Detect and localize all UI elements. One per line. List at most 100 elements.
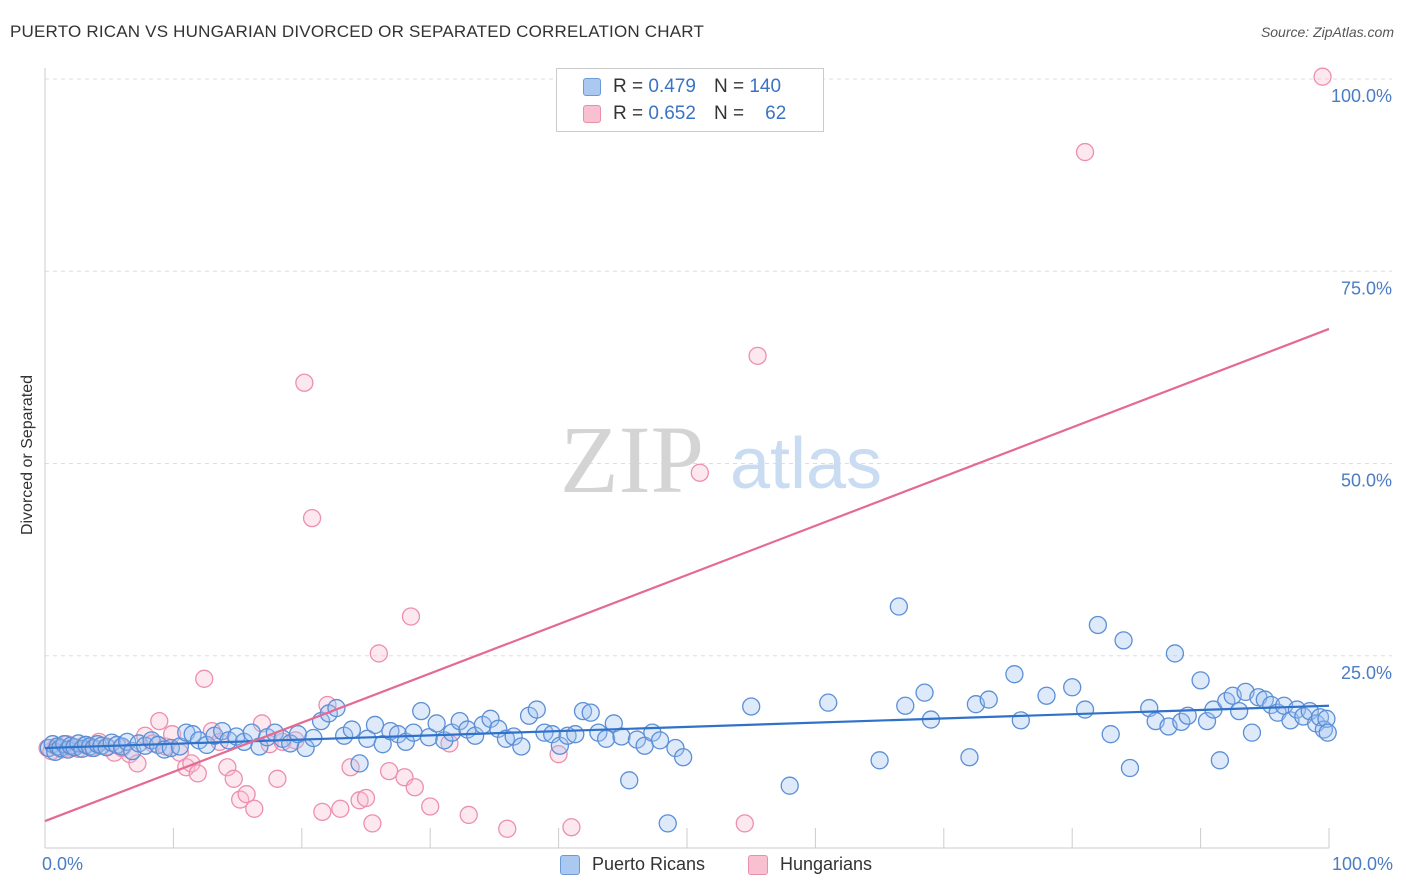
data-point [237, 785, 256, 804]
data-point [224, 769, 243, 788]
data-point [1229, 701, 1249, 721]
data-point [742, 697, 761, 716]
chart-title: PUERTO RICAN VS HUNGARIAN DIVORCED OR SE… [10, 22, 705, 41]
data-point [1165, 644, 1185, 663]
legend-r-value: 0.479 [648, 76, 696, 97]
trend-lines [44, 327, 1330, 823]
data-point [419, 728, 439, 747]
data-point [673, 748, 693, 767]
legend-n-value: 140 [749, 76, 782, 97]
data-point [427, 714, 446, 733]
data-point [295, 373, 314, 392]
data-point [889, 597, 909, 616]
data-point [245, 799, 264, 818]
data-point [1197, 711, 1217, 731]
legend-n-value: 62 [765, 103, 787, 124]
data-point [459, 805, 478, 825]
legend-item-puerto-ricans[interactable]: Puerto Ricans [560, 854, 705, 875]
data-point [421, 797, 440, 816]
data-point [550, 736, 570, 755]
data-point [581, 703, 600, 722]
data-point [498, 819, 517, 838]
data-point [1088, 615, 1108, 635]
data-point [213, 721, 232, 741]
data-point [388, 725, 408, 744]
data-point [365, 715, 385, 735]
data-point [1120, 758, 1140, 778]
data-point [562, 818, 581, 837]
legend-r-value: 0.652 [648, 103, 696, 124]
series-legend: Puerto Ricans Hungarians [0, 852, 1406, 878]
data-point [512, 737, 531, 756]
data-point [915, 683, 934, 702]
data-point [1114, 631, 1133, 650]
data-point [327, 698, 346, 718]
y-tick-label: 50.0% [1341, 471, 1392, 491]
data-point [405, 778, 424, 797]
tick-labels: 25.0% 50.0% 75.0% 100.0% 0.0% 100.0% [42, 86, 1393, 874]
legend-r-label: R = [613, 76, 644, 97]
legend-row-hungarians: R = 0.652 N = 62 [583, 102, 786, 126]
legend-r-label: R = [613, 103, 644, 124]
data-point [401, 607, 421, 626]
data-point [1075, 700, 1095, 719]
data-point [650, 731, 670, 750]
data-point [412, 701, 431, 721]
data-point [735, 814, 754, 833]
legend-swatch-blue [560, 854, 580, 875]
data-point [313, 802, 332, 822]
data-point [404, 723, 423, 742]
data-point [819, 693, 838, 712]
legend-swatch-blue [583, 78, 601, 96]
legend-swatch-pink [748, 854, 768, 875]
data-point [350, 754, 369, 773]
data-point [342, 720, 362, 739]
x-tick-label: 0.0% [42, 854, 83, 874]
data-point [1101, 725, 1120, 744]
trend-line-puerto-ricans [44, 704, 1330, 750]
data-point [268, 769, 287, 788]
data-point [1191, 671, 1210, 690]
legend-item-hungarians[interactable]: Hungarians [748, 854, 872, 875]
legend-n-label: N = [713, 76, 745, 97]
data-point [612, 727, 631, 746]
watermark: ZIP atlas [560, 406, 882, 513]
data-point [896, 696, 915, 715]
data-point [356, 788, 376, 808]
data-point [1005, 665, 1024, 684]
data-point [1037, 686, 1056, 705]
data-point [1011, 711, 1030, 730]
legend-label-hungarians: Hungarians [780, 854, 873, 874]
gridlines [45, 78, 1392, 657]
legend-label-puerto-ricans: Puerto Ricans [592, 854, 706, 874]
data-point [1063, 678, 1082, 697]
data-point [331, 799, 350, 818]
data-point [363, 814, 382, 833]
watermark-zip: ZIP [560, 406, 704, 513]
data-point [870, 751, 889, 770]
data-point [1313, 67, 1332, 86]
legend-swatch-pink [583, 105, 601, 123]
data-point [566, 725, 585, 744]
data-point [658, 814, 677, 833]
legend-row-puerto-ricans: R = 0.479 N = 140 [583, 75, 781, 99]
trend-line-hungarians [44, 327, 1330, 823]
data-point [379, 761, 399, 781]
data-point [979, 690, 998, 709]
watermark-atlas: atlas [730, 424, 882, 504]
data-point [341, 758, 360, 777]
data-point [1075, 142, 1095, 162]
data-point [369, 644, 388, 663]
data-point [150, 711, 169, 731]
data-point [481, 709, 500, 728]
data-point [666, 738, 685, 758]
data-point [195, 669, 214, 688]
data-point [252, 714, 272, 733]
data-point [218, 758, 237, 777]
legend-n-label: N = [713, 103, 745, 124]
axes [44, 68, 1330, 849]
data-point [1318, 723, 1337, 742]
data-point [396, 732, 415, 752]
data-point [780, 776, 799, 795]
